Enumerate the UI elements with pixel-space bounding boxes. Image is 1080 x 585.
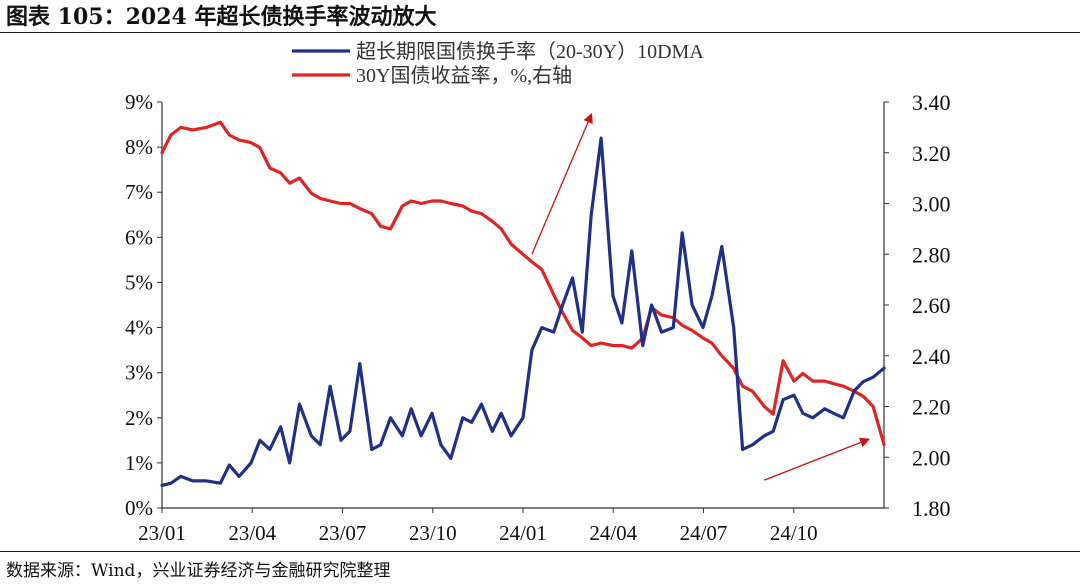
y-right-tick-label: 2.60 [912, 293, 951, 318]
y-left-tick-label: 5% [125, 270, 153, 294]
y-right-tick-label: 3.20 [912, 141, 951, 166]
x-tick-label: 24/01 [499, 521, 547, 545]
series-line-turnover [160, 136, 886, 487]
x-tick-label: 24/07 [680, 521, 728, 545]
annotations-group [531, 112, 871, 481]
trend-arrow-2 [764, 437, 871, 481]
y-left-tick-label: 4% [125, 316, 153, 340]
axes-group: 0% 1% 2% 3% 4% 5% 6% 7% 8% 9% 1.80 2.00 2.20 2.40 2.60… [125, 90, 951, 545]
x-tick-label: 23/01 [138, 521, 186, 545]
series-line-yield [160, 120, 886, 447]
y-right-tick-label: 3.40 [912, 90, 951, 115]
y-right-tick-label: 1.80 [912, 496, 951, 521]
y-right-tick-label: 2.40 [912, 344, 951, 369]
figure-title: 图表 105：2024 年超长债换手率波动放大 [6, 4, 437, 30]
y-right-tick-label: 2.80 [912, 242, 951, 267]
legend-label-2: 30Y国债收益率，%,右轴 [356, 64, 572, 87]
y-left-tick-label: 6% [125, 225, 153, 249]
y-left-tick-label: 8% [125, 135, 153, 159]
y-right-tick-label: 3.00 [912, 192, 951, 217]
y-left-tick-label: 0% [125, 496, 153, 520]
legend-label-1: 超长期限国债换手率（20-30Y）10DMA [356, 40, 704, 63]
series-group [160, 120, 886, 487]
source-rule [0, 551, 1080, 552]
source-note: 数据来源：Wind，兴业证券经济与金融研究院整理 [6, 561, 391, 581]
x-tick-label: 23/07 [319, 521, 367, 545]
x-tick-label: 23/10 [409, 521, 457, 545]
title-rule [0, 32, 1080, 33]
y-left-tick-label: 9% [125, 90, 153, 114]
x-tick-label: 24/04 [589, 521, 637, 545]
y-left-tick-label: 7% [125, 180, 153, 204]
y-right-tick-label: 2.00 [912, 445, 951, 470]
x-tick-label: 24/10 [770, 521, 818, 545]
trend-arrow-1 [531, 112, 593, 255]
x-tick-label: 23/04 [228, 521, 276, 545]
y-left-tick-label: 3% [125, 361, 153, 385]
y-left-tick-label: 1% [125, 451, 153, 475]
y-left-tick-label: 2% [125, 406, 153, 430]
y-right-tick-label: 2.20 [912, 395, 951, 420]
